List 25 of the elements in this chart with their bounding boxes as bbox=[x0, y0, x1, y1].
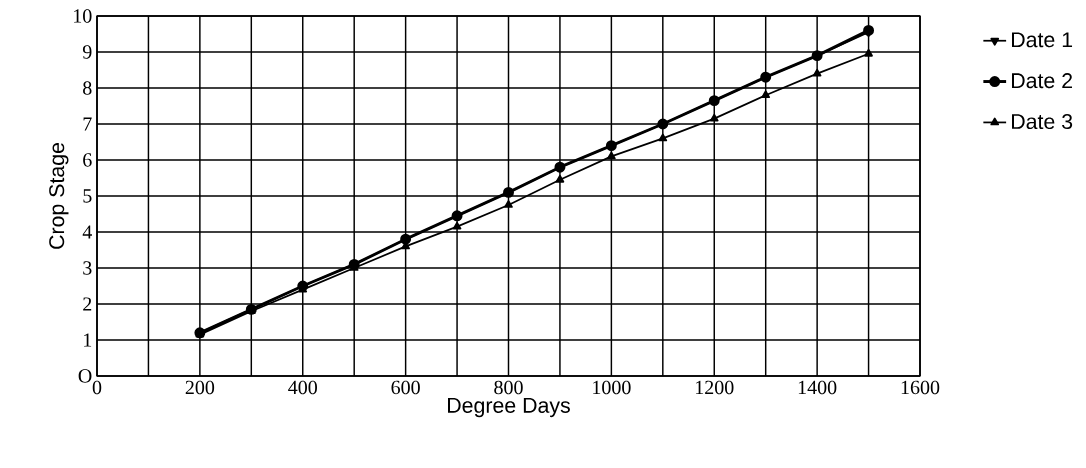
x-tick-label: 1600 bbox=[901, 380, 940, 395]
y-tick-label: 2 bbox=[83, 297, 92, 311]
x-tick-label: 1000 bbox=[593, 380, 631, 395]
y-axis-title: Crop Stage bbox=[49, 143, 69, 249]
y-tick-label: 3 bbox=[83, 261, 92, 275]
x-tick-label: 1200 bbox=[696, 380, 734, 395]
y-tick-label: 1 bbox=[84, 333, 92, 347]
legend-label: Date 1 bbox=[1012, 32, 1073, 48]
legend-label: Date 2 bbox=[1012, 73, 1073, 89]
y-tick-label: 7 bbox=[83, 117, 92, 131]
x-tick-label: 600 bbox=[391, 380, 420, 395]
y-tick-label: 10 bbox=[74, 9, 92, 23]
x-tick-label: 200 bbox=[185, 380, 215, 395]
x-tick-label: 0 bbox=[92, 380, 102, 395]
y-tick-label: 9 bbox=[82, 45, 92, 59]
x-tick-label: 800 bbox=[494, 380, 523, 395]
y-tick-label: 4 bbox=[82, 225, 92, 239]
y-tick-label: 6 bbox=[83, 153, 92, 167]
legend-label: Date 3 bbox=[1012, 113, 1073, 130]
x-axis-title: Degree Days bbox=[448, 398, 570, 418]
y-tick-label: O bbox=[78, 369, 92, 383]
x-tick-label: 1400 bbox=[798, 380, 837, 395]
y-tick-label: 8 bbox=[83, 81, 92, 95]
y-tick-label: 5 bbox=[83, 189, 92, 203]
x-tick-label: 400 bbox=[288, 380, 317, 395]
